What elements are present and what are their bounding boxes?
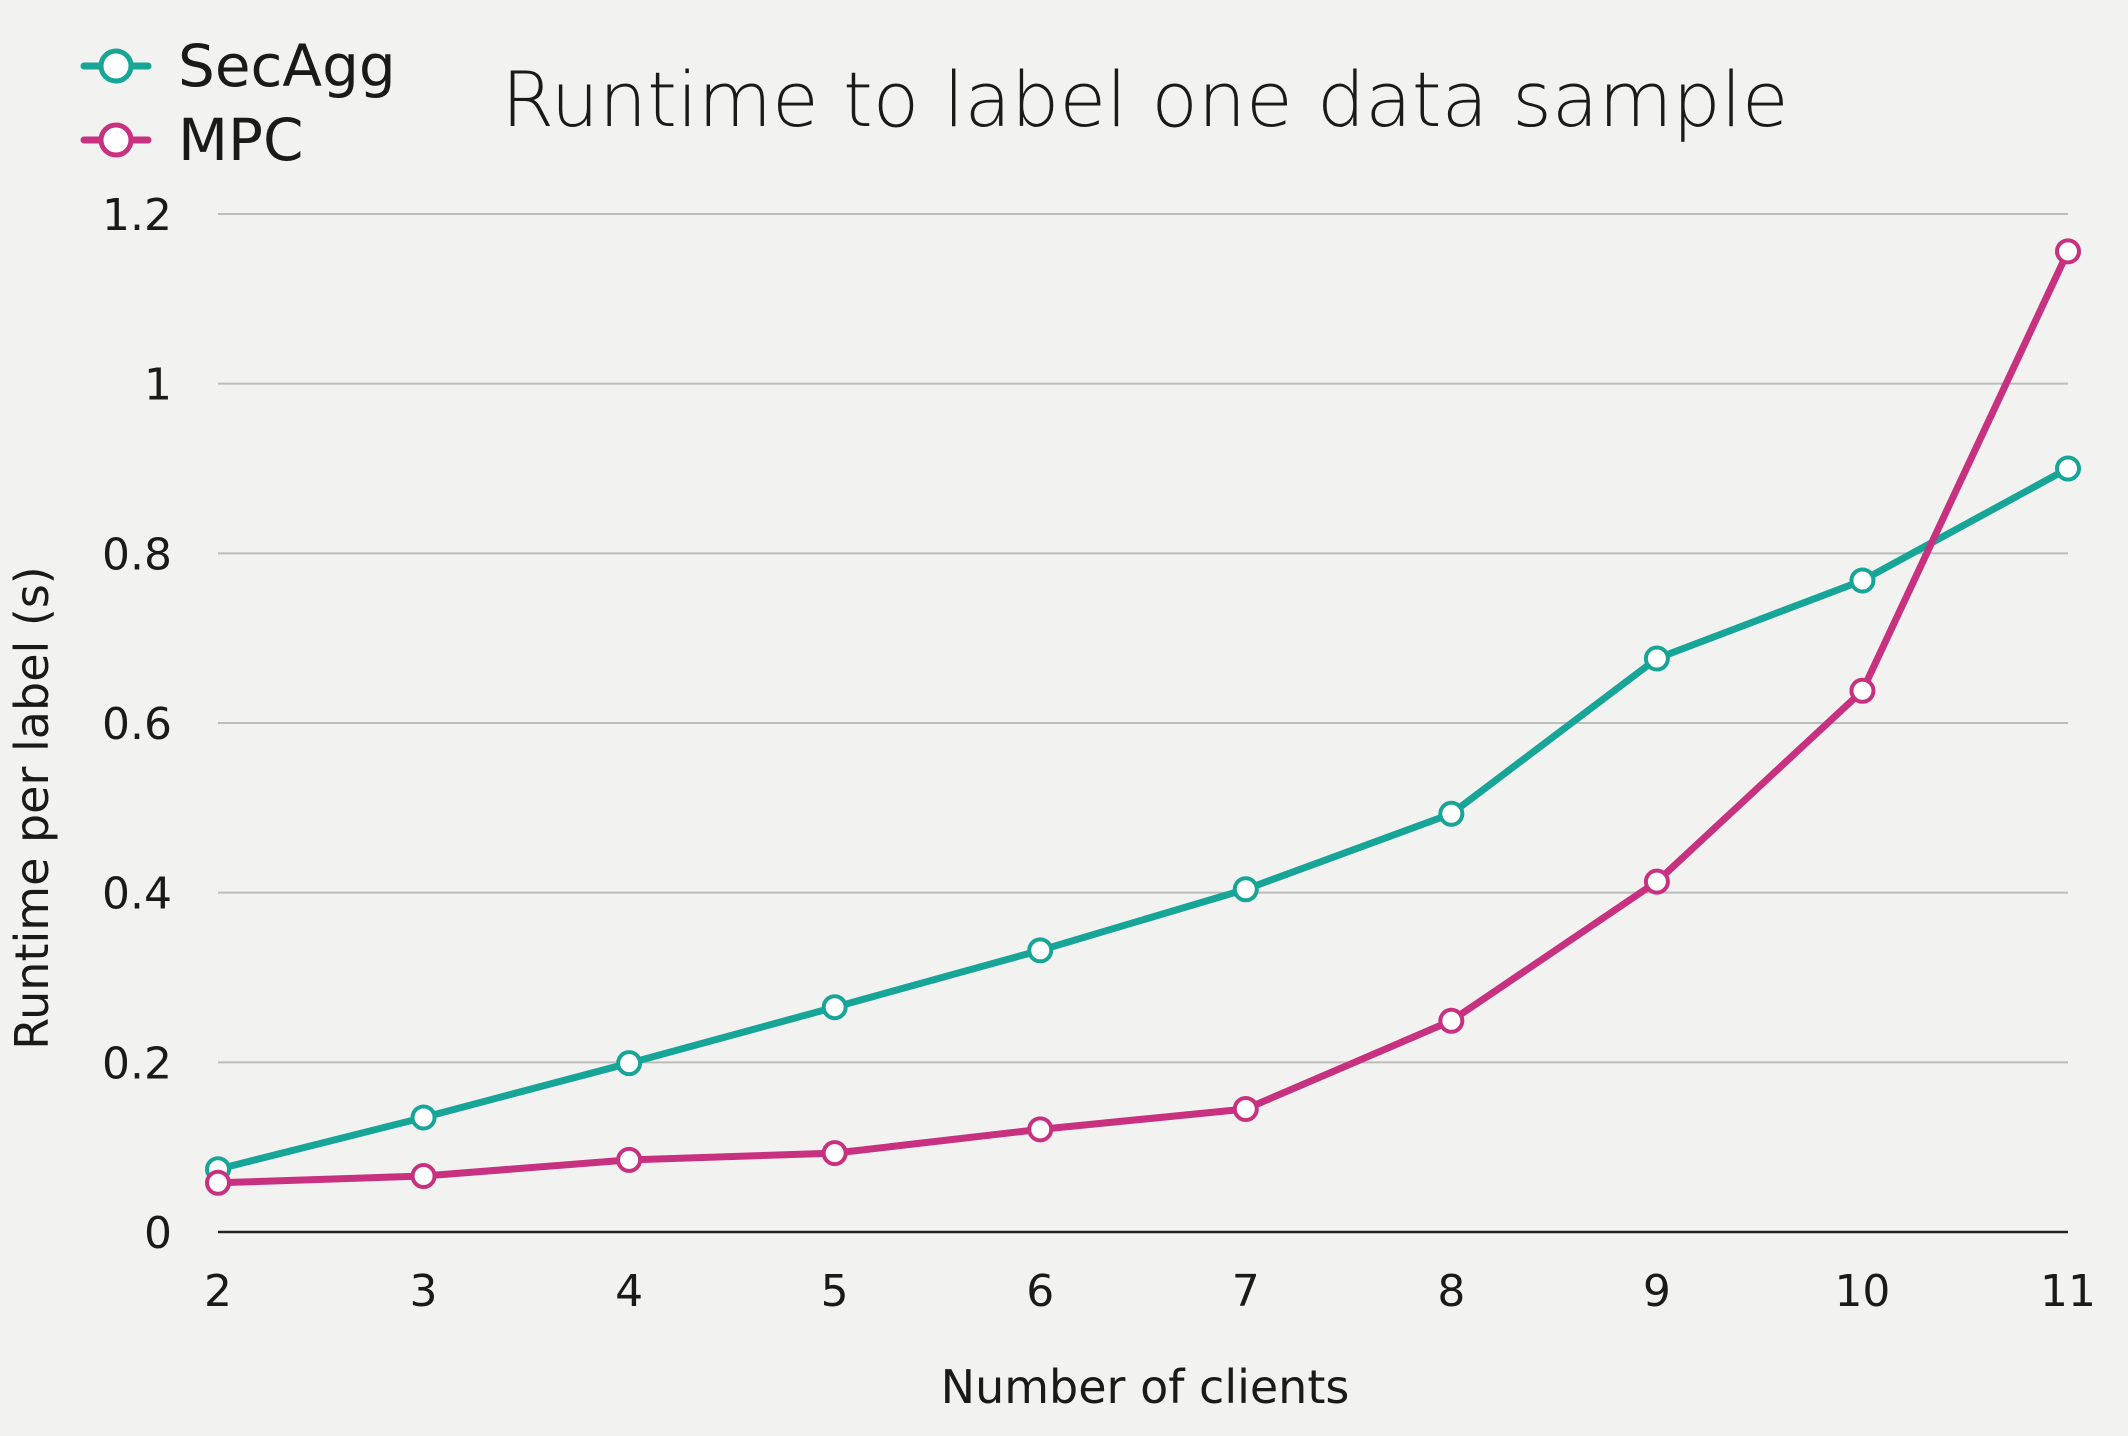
legend-label-secagg: SecAgg [178,32,396,100]
data-point-mpc [1440,1010,1462,1032]
y-tick-label: 0.4 [102,869,172,920]
y-tick-label: 0 [144,1208,172,1259]
data-point-mpc [413,1165,435,1187]
chart-container: 0 0.2 0.4 0.6 0.8 1 1.2 2 3 4 5 6 7 8 9 10 11 SecAgg MPC … [0,0,2128,1432]
y-axis-title: Runtime per label (s) [5,566,59,1050]
x-axis-title: Number of clients [941,1360,1350,1414]
chart-title: Runtime to label one data sample [501,55,1788,144]
y-tick-label: 1.2 [102,190,172,241]
legend-marker-secagg [101,51,131,81]
x-tick-label: 4 [615,1266,643,1317]
data-point-secagg [1646,648,1668,670]
x-tick-label: 2 [204,1266,232,1317]
line-chart: 00.20.40.60.811.22 3 4 5 6 7 8 9 10 11 SecAggMPC … [0,0,2128,1432]
data-point-mpc [2057,240,2079,262]
data-point-mpc [1235,1098,1257,1120]
data-point-mpc [207,1172,229,1194]
series-line-secagg [218,469,2068,1170]
data-point-secagg [1440,803,1462,825]
x-tick-label: 6 [1026,1266,1054,1317]
y-tick-label: 0.2 [102,1038,172,1089]
legend-label-mpc: MPC [178,106,304,174]
data-point-secagg [413,1106,435,1128]
series-line-mpc [218,251,2068,1182]
x-tick-label: 5 [821,1266,849,1317]
y-tick-label: 1 [144,360,172,411]
data-point-secagg [618,1052,640,1074]
data-point-secagg [1029,939,1051,961]
data-point-secagg [1235,878,1257,900]
data-point-mpc [618,1149,640,1171]
data-point-mpc [824,1142,846,1164]
data-point-mpc [1029,1118,1051,1140]
y-tick-label: 0.8 [102,529,172,580]
x-tick-label: 7 [1232,1266,1260,1317]
x-tick-label: 3 [410,1266,438,1317]
y-tick-label: 0.6 [102,699,172,750]
legend-marker-mpc [101,125,131,155]
x-tick-label: 9 [1643,1266,1671,1317]
x-tick-label: 10 [1834,1266,1890,1317]
data-point-secagg [824,996,846,1018]
data-point-mpc [1851,680,1873,702]
x-tick-label: 8 [1437,1266,1465,1317]
data-point-secagg [2057,458,2079,480]
data-point-mpc [1646,871,1668,893]
x-tick-label: 11 [2040,1266,2096,1317]
data-point-secagg [1851,569,1873,591]
gridlines [218,214,2068,1062]
